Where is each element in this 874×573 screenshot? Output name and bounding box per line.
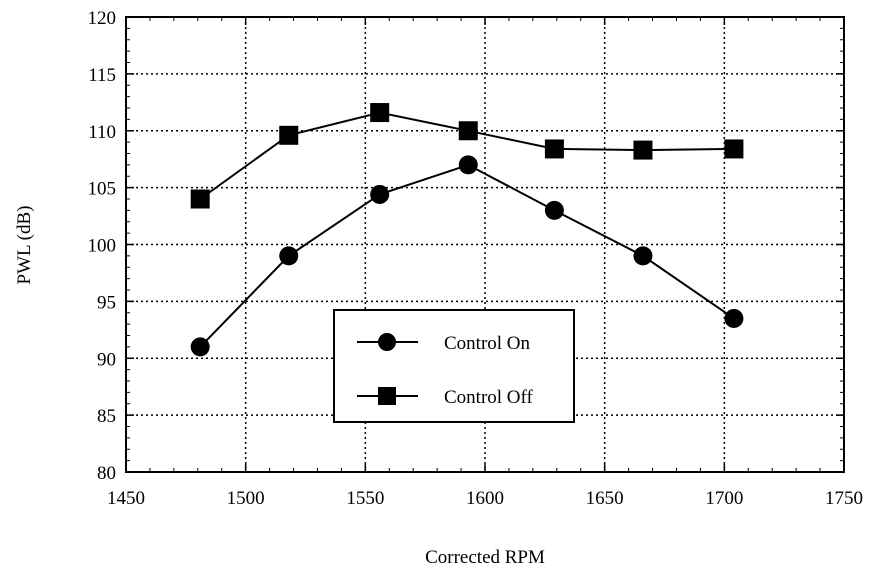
data-point-control-off bbox=[458, 121, 478, 141]
x-tick-label: 1500 bbox=[227, 488, 265, 509]
data-point-control-off bbox=[544, 139, 564, 159]
data-point-control-off bbox=[370, 103, 390, 123]
y-tick-label: 120 bbox=[88, 8, 117, 29]
legend-marker-control-on bbox=[378, 333, 396, 351]
legend: Control On Control Off bbox=[333, 309, 575, 423]
data-point-control-off bbox=[190, 189, 210, 209]
data-point-control-off bbox=[724, 139, 744, 159]
data-point-control-on bbox=[370, 184, 390, 204]
legend-label-control-on: Control On bbox=[444, 333, 531, 354]
x-tick-label: 1750 bbox=[825, 488, 863, 509]
y-tick-label: 90 bbox=[97, 349, 116, 370]
y-tick-label: 85 bbox=[97, 406, 116, 427]
x-tick-label: 1450 bbox=[107, 488, 145, 509]
x-tick-label: 1700 bbox=[705, 488, 743, 509]
data-point-control-off bbox=[633, 140, 653, 160]
data-point-control-on bbox=[458, 155, 478, 175]
y-tick-label: 105 bbox=[88, 179, 117, 200]
series-layer bbox=[190, 103, 744, 357]
x-axis-label: Corrected RPM bbox=[425, 547, 545, 568]
ticks: 80 85 90 95 100 105 110 115 120 1450 1500 1550 1600 1… bbox=[88, 8, 864, 509]
legend-label-control-off: Control Off bbox=[444, 387, 534, 408]
y-tick-label: 115 bbox=[88, 65, 116, 86]
y-tick-label: 100 bbox=[88, 236, 117, 257]
y-axis-label: PWL (dB) bbox=[14, 206, 35, 285]
y-tick-label: 110 bbox=[88, 122, 116, 143]
x-tick-label: 1600 bbox=[466, 488, 504, 509]
data-point-control-on bbox=[190, 337, 210, 357]
legend-box bbox=[333, 309, 575, 423]
data-point-control-on bbox=[544, 200, 564, 220]
y-tick-label: 95 bbox=[97, 292, 116, 313]
x-tick-label: 1550 bbox=[346, 488, 384, 509]
plot-frame bbox=[125, 16, 845, 473]
grid bbox=[126, 17, 844, 472]
legend-marker-control-off bbox=[378, 387, 396, 405]
y-tick-label: 80 bbox=[97, 463, 116, 484]
data-point-control-on bbox=[724, 308, 744, 328]
data-point-control-on bbox=[279, 246, 299, 266]
data-point-control-off bbox=[279, 125, 299, 145]
x-tick-label: 1650 bbox=[586, 488, 624, 509]
data-point-control-on bbox=[633, 246, 653, 266]
